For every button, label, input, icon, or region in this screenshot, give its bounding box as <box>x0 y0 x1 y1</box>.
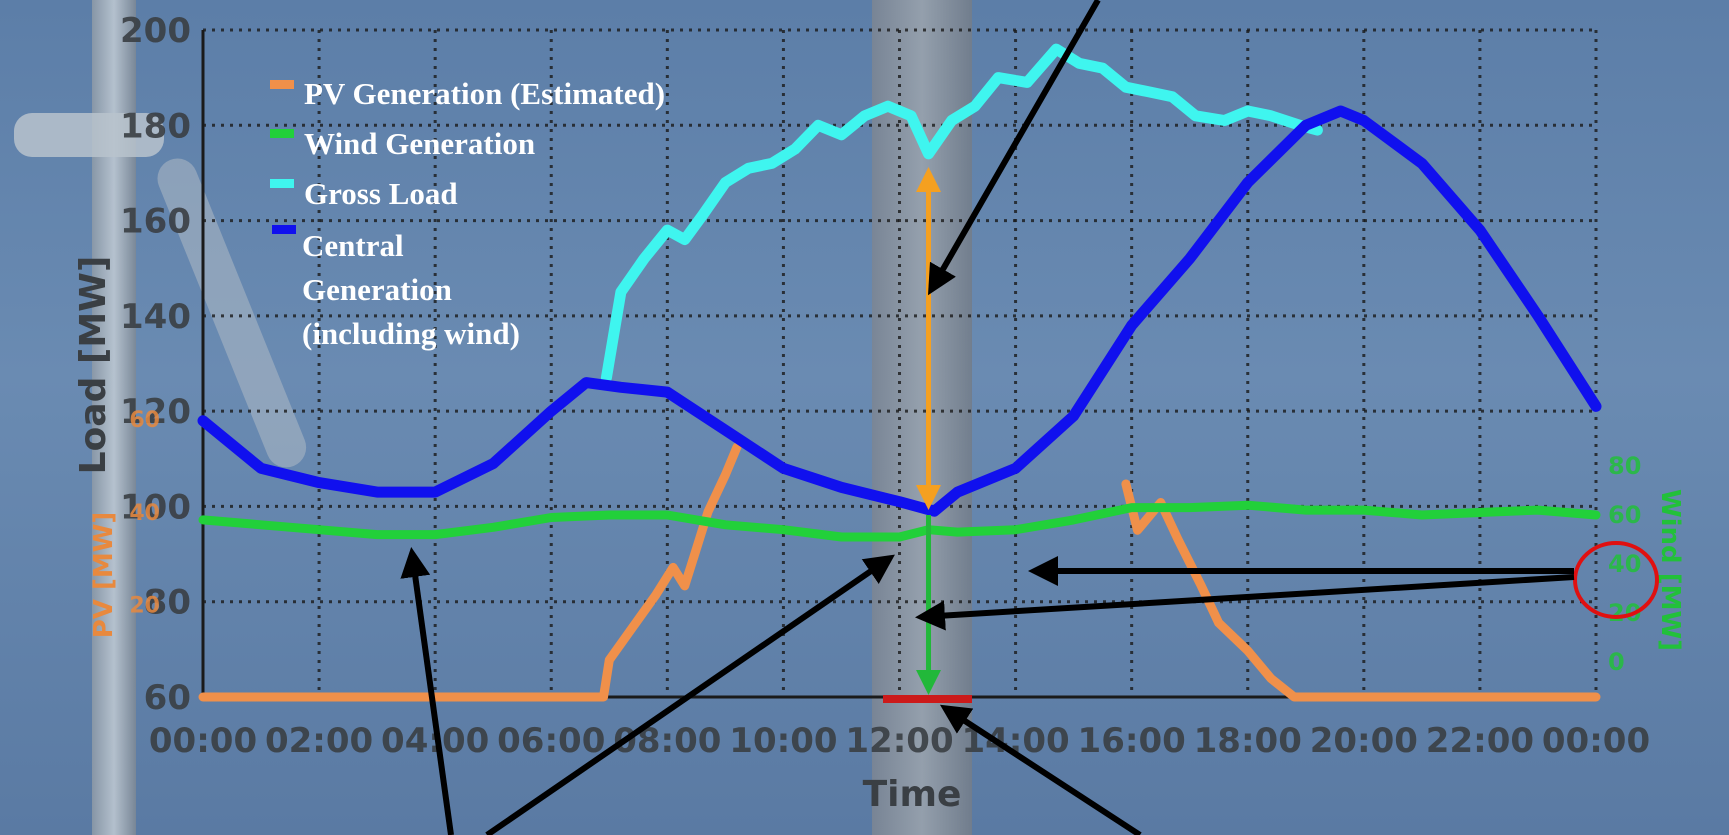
legend-label-central-2: Generation <box>302 272 452 307</box>
y-tick-label: 180 <box>120 106 191 146</box>
x-tick-label: 18:00 <box>1194 721 1302 761</box>
legend-swatch-central <box>272 225 296 234</box>
wind-axis-label: Wind [MW] <box>1655 489 1685 651</box>
x-tick-label: 00:00 <box>1542 721 1650 761</box>
pv-axis-label: PV [MW] <box>89 512 119 639</box>
x-tick-label: 20:00 <box>1310 721 1418 761</box>
x-axis-label: Time <box>863 774 962 815</box>
arrow-from-circle-lower <box>915 574 1575 631</box>
highlight-circle <box>1573 541 1659 619</box>
arrow-to-wind-low <box>400 547 454 835</box>
series-line <box>1121 479 1601 702</box>
x-tick-label: 00:00 <box>149 721 257 761</box>
y-tick-label: 60 <box>144 678 191 718</box>
tick-labels: 608010012014016018020000:0002:0004:0006:… <box>73 11 1685 815</box>
arrow-to-gap <box>928 0 1101 296</box>
turbine-nacelle <box>14 113 164 157</box>
series-line <box>198 500 1601 542</box>
arrow-to-wind-midday <box>485 554 895 835</box>
legend-swatch-pv <box>270 80 294 89</box>
legend-label-central-3: (including wind) <box>302 316 520 351</box>
series-line <box>600 43 1323 384</box>
arrow-to-red-bar <box>939 704 1142 835</box>
annotations <box>400 0 1659 835</box>
series-line <box>198 442 742 702</box>
wind-tick-label: 60 <box>1608 501 1641 529</box>
x-tick-label: 02:00 <box>265 721 373 761</box>
wind-tick-label: 80 <box>1608 452 1641 480</box>
x-tick-label: 12:00 <box>845 721 953 761</box>
legend-label-gross: Gross Load <box>304 176 458 211</box>
x-tick-label: 08:00 <box>613 721 721 761</box>
pv-tick-label: 60 <box>129 408 160 433</box>
y-tick-label: 120 <box>120 392 191 432</box>
y-tick-label: 80 <box>144 583 191 623</box>
y-axis-label: Load [MW] <box>73 256 114 475</box>
y-tick-label: 100 <box>120 487 191 527</box>
series-lines <box>197 43 1602 702</box>
legend-label-pv: PV Generation (Estimated) <box>304 76 666 111</box>
wind-tick-label: 40 <box>1608 550 1641 578</box>
y-tick-label: 200 <box>120 11 191 51</box>
pv-tick-label: 20 <box>129 593 160 618</box>
wind-tick-label: 0 <box>1608 648 1625 676</box>
legend-label-central-1: Central <box>302 228 404 263</box>
legend-label-wind: Wind Generation <box>304 126 536 161</box>
legend-swatch-wind <box>270 129 294 138</box>
x-tick-label: 10:00 <box>729 721 837 761</box>
pv-tick-label: 40 <box>129 501 160 526</box>
y-tick-label: 140 <box>120 297 191 337</box>
x-tick-label: 16:00 <box>1078 721 1186 761</box>
x-tick-label: 22:00 <box>1426 721 1534 761</box>
legend-swatch-gross <box>270 179 294 188</box>
y-tick-label: 160 <box>120 202 191 242</box>
x-tick-label: 06:00 <box>497 721 605 761</box>
